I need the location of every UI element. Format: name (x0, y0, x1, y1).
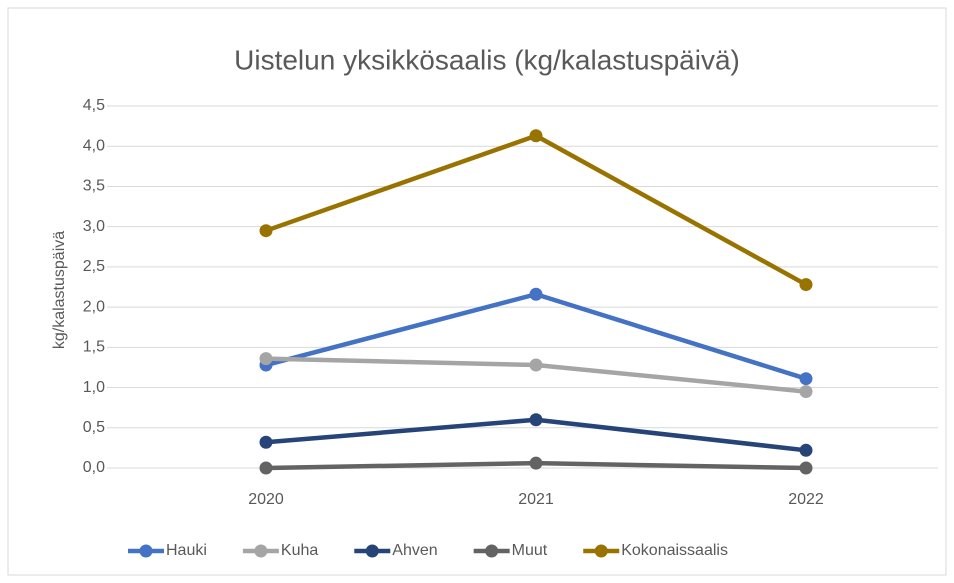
legend-label: Hauki (166, 542, 207, 559)
data-point (799, 461, 813, 475)
y-tick-label: 0,5 (83, 419, 105, 436)
y-tick-label: 3,5 (83, 178, 105, 195)
data-point (529, 456, 543, 470)
y-tick-label: 2,5 (83, 258, 105, 275)
x-tick-label: 2020 (248, 491, 284, 508)
data-point (259, 224, 273, 238)
data-point (799, 278, 813, 292)
y-tick-label: 4,0 (83, 137, 105, 154)
data-point (529, 287, 543, 301)
y-tick-label: 0,0 (83, 459, 105, 476)
y-tick-label: 1,5 (83, 339, 105, 356)
y-tick-label: 2,0 (83, 298, 105, 315)
legend-marker (485, 544, 499, 558)
data-point (799, 443, 813, 457)
x-tick-label: 2021 (518, 491, 554, 508)
data-point (799, 385, 813, 399)
data-point (259, 352, 273, 366)
y-tick-label: 3,0 (83, 218, 105, 235)
legend-marker (139, 544, 153, 558)
data-point (529, 129, 543, 143)
data-point (259, 435, 273, 449)
chart-title: Uistelun yksikkösaalis (kg/kalastuspäivä… (234, 44, 740, 75)
legend-label: Muut (512, 542, 548, 559)
legend-label: Kuha (281, 542, 318, 559)
legend-marker (365, 544, 379, 558)
legend-marker (594, 544, 608, 558)
legend-marker (254, 544, 268, 558)
data-point (799, 372, 813, 386)
y-axis-label: kg/kalastuspäivä (51, 231, 68, 349)
legend-label: Kokonaissaalis (621, 542, 728, 559)
legend-label: Ahven (392, 542, 437, 559)
data-point (529, 413, 543, 427)
x-tick-label: 2022 (788, 491, 824, 508)
y-tick-label: 4,5 (83, 97, 105, 114)
y-tick-label: 1,0 (83, 379, 105, 396)
chart-border (7, 7, 947, 576)
data-point (259, 461, 273, 475)
data-point (529, 358, 543, 372)
